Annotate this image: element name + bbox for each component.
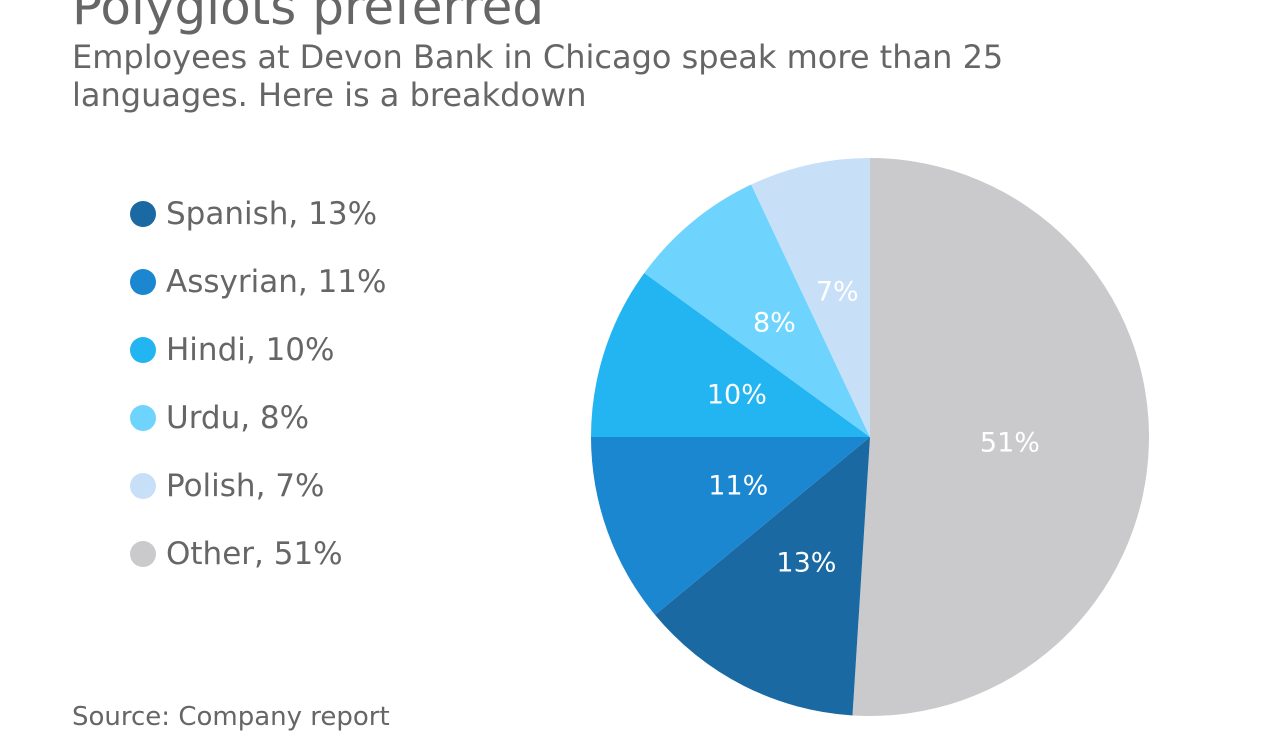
chart-subtitle: Employees at Devon Bank in Chicago speak…	[72, 38, 1004, 114]
pie-slice-hindi	[591, 273, 870, 437]
legend-label: Urdu, 8%	[166, 400, 310, 436]
legend-swatch-icon	[130, 541, 156, 567]
legend-label: Other, 51%	[166, 536, 343, 572]
legend-swatch-icon	[130, 473, 156, 499]
legend-item-hindi: Hindi, 10%	[130, 316, 386, 384]
legend-swatch-icon	[130, 337, 156, 363]
slice-label-other: 51%	[980, 427, 1040, 458]
slice-label-urdu: 8%	[753, 307, 796, 338]
pie-slice-spanish	[655, 437, 870, 716]
pie-slice-urdu	[644, 184, 870, 437]
pie-slice-polish	[751, 158, 870, 437]
source-note: Source: Company report	[72, 702, 390, 732]
legend-swatch-icon	[130, 201, 156, 227]
slice-label-polish: 7%	[816, 277, 859, 308]
legend-label: Spanish, 13%	[166, 196, 378, 232]
legend-item-other: Other, 51%	[130, 520, 386, 588]
legend-item-urdu: Urdu, 8%	[130, 384, 386, 452]
legend-swatch-icon	[130, 269, 156, 295]
slice-label-assyrian: 11%	[708, 470, 768, 501]
legend-item-polish: Polish, 7%	[130, 452, 386, 520]
slice-label-spanish: 13%	[776, 548, 836, 579]
pie-slice-other	[852, 158, 1149, 717]
legend: Spanish, 13% Assyrian, 11% Hindi, 10% Urdu,…	[130, 194, 386, 602]
slice-label-hindi: 10%	[707, 380, 767, 411]
legend-swatch-icon	[130, 405, 156, 431]
legend-label: Hindi, 10%	[166, 332, 335, 368]
legend-label: Assyrian, 11%	[166, 264, 387, 300]
pie-slice-assyrian	[591, 437, 870, 615]
chart-title: Polyglots preferred	[72, 0, 545, 36]
legend-item-assyrian: Assyrian, 11%	[130, 248, 386, 316]
legend-item-spanish: Spanish, 13%	[130, 180, 386, 248]
legend-label: Polish, 7%	[166, 468, 325, 504]
